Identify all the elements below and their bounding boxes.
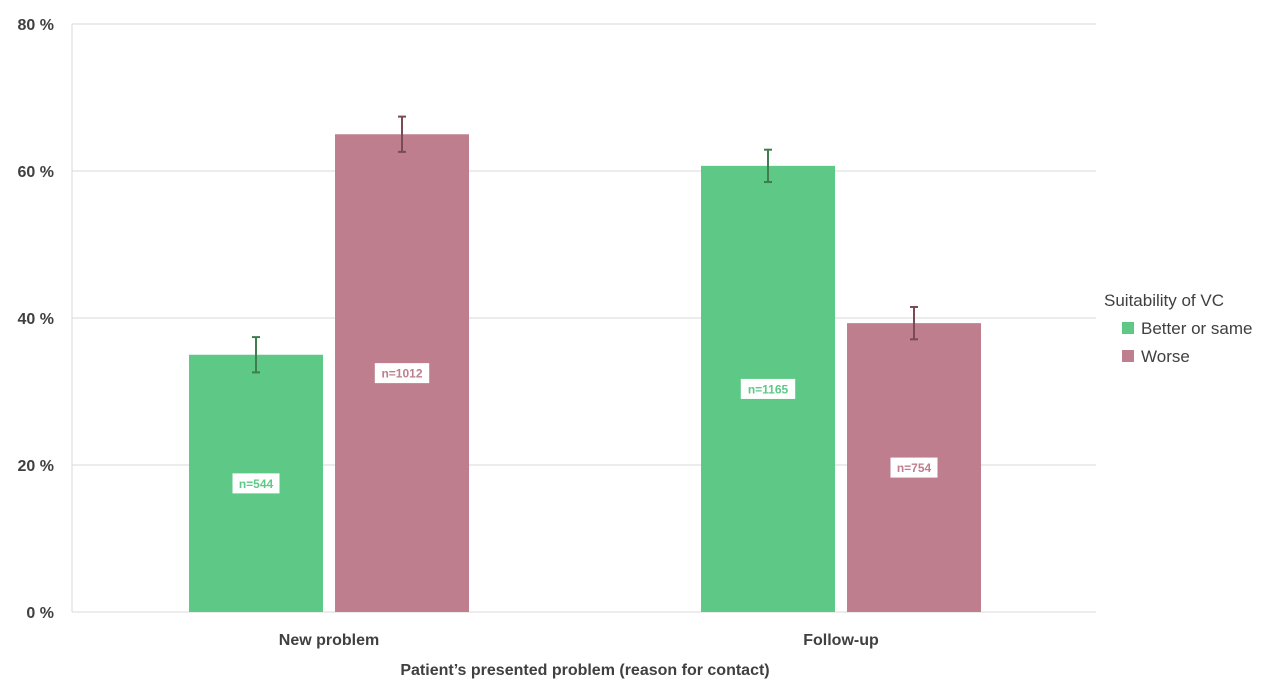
n-label: n=544 <box>232 473 280 494</box>
legend-swatch <box>1122 322 1134 334</box>
y-tick-label: 60 % <box>18 164 54 181</box>
y-axis-ticks: 0 % 20 % 40 % 60 % 80 % <box>18 17 54 622</box>
n-label-box <box>890 457 938 478</box>
y-tick-label: 40 % <box>18 311 54 328</box>
legend-item: Better or same <box>1122 319 1253 338</box>
n-label: n=1165 <box>740 378 796 399</box>
legend-label: Worse <box>1141 347 1190 366</box>
n-labels: n=544 n=1165 n=1012 n=754 <box>232 363 938 494</box>
legend-title: Suitability of VC <box>1104 291 1224 310</box>
y-tick-label: 20 % <box>18 458 54 475</box>
error-bar <box>252 336 260 374</box>
error-bar <box>398 115 406 153</box>
n-label-text: n=754 <box>897 461 932 475</box>
n-label-text: n=544 <box>239 477 274 491</box>
x-category-label: Follow-up <box>803 632 879 649</box>
n-label-box <box>232 473 280 494</box>
legend-swatch <box>1122 350 1134 362</box>
n-label-text: n=1012 <box>381 367 422 381</box>
y-tick-label: 80 % <box>18 17 54 34</box>
n-label: n=754 <box>890 457 938 478</box>
legend-item: Worse <box>1122 347 1190 366</box>
x-axis-title: Patient’s presented problem (reason for … <box>400 662 769 679</box>
error-bar <box>910 305 918 341</box>
n-label-text: n=1165 <box>748 382 789 396</box>
bars <box>189 134 981 613</box>
legend-label: Better or same <box>1141 319 1253 338</box>
x-axis-categories: New problem Follow-up <box>279 632 879 649</box>
n-label: n=1012 <box>374 363 430 384</box>
legend: Suitability of VC Better or same Worse <box>1104 291 1253 366</box>
x-category-label: New problem <box>279 632 379 649</box>
error-bars <box>252 115 918 374</box>
n-label-box <box>740 378 796 399</box>
y-tick-label: 0 % <box>26 605 54 622</box>
error-bar <box>764 148 772 184</box>
n-label-box <box>374 363 430 384</box>
